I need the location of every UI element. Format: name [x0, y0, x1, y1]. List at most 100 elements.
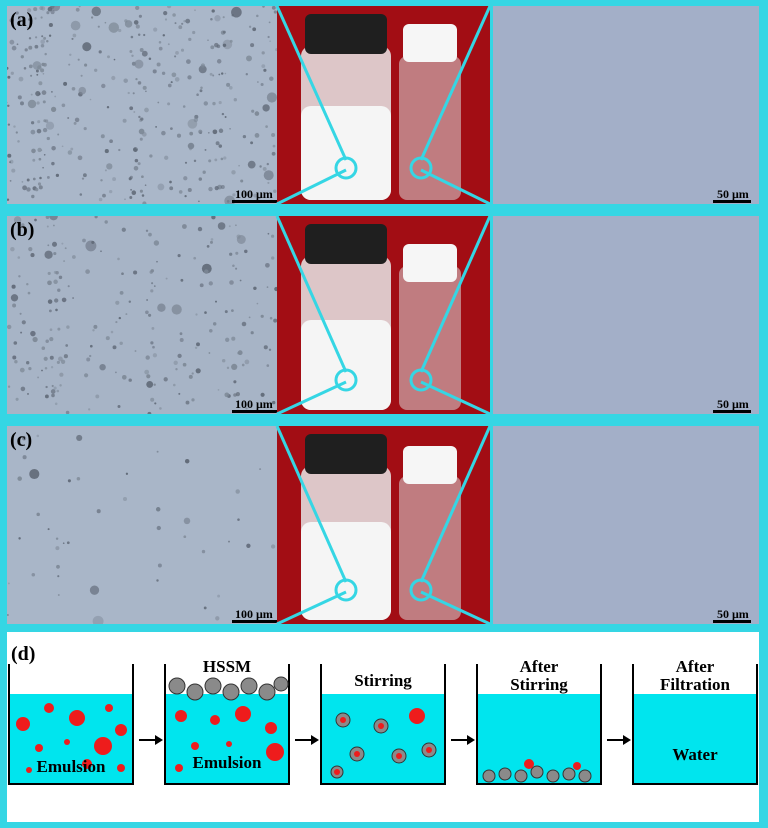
droplet	[28, 64, 33, 69]
droplet	[101, 83, 106, 89]
droplet	[239, 279, 242, 282]
droplet	[266, 162, 269, 166]
droplet	[30, 121, 35, 125]
droplet	[18, 537, 21, 540]
droplet	[158, 46, 163, 51]
droplet	[220, 185, 225, 189]
droplet	[129, 50, 133, 53]
droplet	[184, 194, 187, 198]
droplet	[246, 543, 251, 548]
droplet	[130, 35, 134, 39]
droplet	[202, 170, 206, 174]
droplet	[217, 222, 226, 230]
droplet	[153, 27, 158, 32]
droplet	[62, 542, 65, 545]
droplet	[156, 450, 159, 453]
droplet	[7, 324, 12, 330]
droplet	[156, 525, 161, 531]
droplet	[112, 177, 117, 182]
droplet	[44, 366, 48, 370]
droplet	[212, 129, 218, 135]
droplet	[137, 162, 141, 166]
droplet	[157, 303, 166, 312]
droplet	[218, 101, 222, 105]
droplet	[167, 43, 170, 46]
droplet	[82, 42, 92, 52]
droplet	[67, 479, 71, 483]
droplet	[212, 322, 217, 326]
droplet	[98, 197, 103, 202]
panel-label-b: (b)	[10, 219, 34, 241]
droplet	[79, 193, 83, 196]
droplet	[266, 364, 270, 367]
droplet	[40, 43, 45, 48]
vials-photo-a	[277, 6, 490, 204]
droplet	[129, 106, 134, 111]
droplet	[216, 59, 222, 64]
droplet	[36, 512, 40, 517]
droplet	[155, 126, 157, 128]
droplet	[41, 35, 44, 38]
droplet	[204, 148, 207, 151]
droplet	[141, 175, 144, 179]
droplet	[197, 226, 203, 232]
droplet	[173, 383, 176, 387]
beaker-stirring: Stirring	[320, 664, 446, 785]
scale-bar-label-right: 50 μm	[717, 187, 749, 201]
droplet	[132, 92, 135, 95]
droplet	[134, 59, 144, 69]
droplet	[82, 238, 86, 243]
droplet	[223, 156, 227, 160]
droplet	[262, 104, 270, 112]
droplet	[247, 160, 256, 169]
droplet	[68, 63, 71, 66]
droplet	[169, 186, 174, 191]
droplet	[138, 14, 142, 18]
droplet	[109, 189, 113, 194]
droplet	[180, 48, 185, 52]
droplet	[231, 309, 234, 312]
droplet	[189, 131, 194, 136]
droplet	[266, 286, 269, 288]
droplet	[20, 55, 24, 59]
droplet	[268, 21, 271, 24]
droplet	[77, 58, 80, 61]
droplet	[119, 341, 123, 346]
droplet	[7, 582, 10, 585]
droplet	[187, 75, 192, 80]
droplet	[141, 194, 145, 197]
droplet	[211, 9, 215, 13]
step-label: Water	[672, 745, 718, 764]
droplet	[107, 55, 110, 59]
droplet	[43, 36, 47, 40]
droplet	[172, 13, 176, 17]
droplet	[134, 350, 137, 352]
droplet	[61, 103, 66, 108]
droplet	[161, 130, 166, 136]
droplet	[189, 147, 192, 151]
droplet	[71, 37, 74, 40]
droplet	[54, 298, 59, 303]
droplet	[51, 161, 55, 166]
droplet	[257, 81, 259, 83]
droplet	[50, 366, 54, 369]
droplet	[156, 62, 161, 67]
panel-label-a: (a)	[10, 9, 33, 31]
droplet	[26, 178, 30, 182]
droplet	[94, 68, 98, 72]
droplet	[89, 585, 100, 595]
droplet	[138, 115, 141, 119]
droplet	[241, 363, 245, 367]
droplet	[263, 345, 268, 350]
droplet	[187, 142, 195, 150]
droplet	[145, 355, 150, 360]
droplet	[106, 105, 110, 109]
droplet	[260, 314, 264, 318]
sediment-particles	[482, 759, 592, 783]
droplet	[58, 275, 63, 280]
droplet	[258, 196, 261, 200]
droplets	[175, 706, 284, 772]
droplet	[240, 179, 244, 183]
droplet	[98, 50, 102, 54]
